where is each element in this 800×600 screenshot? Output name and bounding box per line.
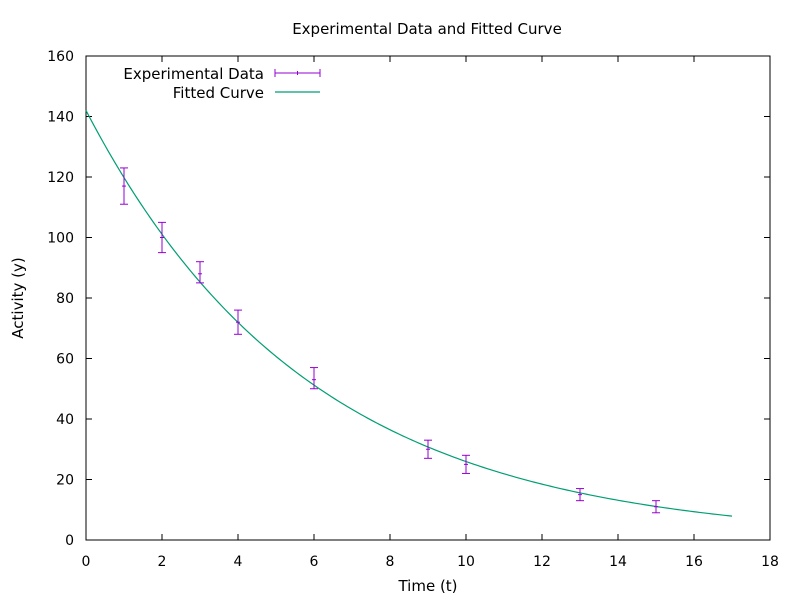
x-tick-label: 10 xyxy=(457,554,475,570)
x-tick-label: 4 xyxy=(234,554,243,570)
x-tick-label: 0 xyxy=(82,554,91,570)
data-point xyxy=(120,167,128,205)
x-tick-label: 18 xyxy=(761,554,779,570)
x-axis-ticks: 0 2 4 6 8 10 12 14 16 18 xyxy=(82,56,779,570)
x-tick-label: 12 xyxy=(533,554,551,570)
x-tick-label: 6 xyxy=(310,554,319,570)
y-axis-ticks: 0 20 40 60 80 100 120 140 160 xyxy=(47,49,770,549)
x-tick-label: 14 xyxy=(609,554,627,570)
plot-frame xyxy=(85,55,771,541)
legend-label-fitted-curve: Fitted Curve xyxy=(173,84,264,102)
data-point xyxy=(196,261,204,284)
data-point xyxy=(652,500,660,514)
data-point xyxy=(234,309,242,335)
y-tick-label: 120 xyxy=(47,170,74,186)
data-point xyxy=(158,221,166,254)
fitted-curve-line xyxy=(85,110,733,517)
x-tick-label: 16 xyxy=(685,554,703,570)
data-point xyxy=(310,367,318,390)
y-tick-label: 140 xyxy=(47,110,74,126)
y-tick-label: 160 xyxy=(47,49,74,65)
y-tick-label: 100 xyxy=(47,231,74,247)
y-tick-label: 60 xyxy=(56,352,74,368)
data-point xyxy=(576,488,584,502)
x-tick-label: 2 xyxy=(158,554,167,570)
data-point xyxy=(462,454,470,474)
x-axis-title: Time (t) xyxy=(397,577,457,595)
y-axis-title: Activity (y) xyxy=(9,257,27,338)
data-point xyxy=(424,439,432,459)
y-tick-label: 20 xyxy=(56,473,74,489)
x-tick-label: 8 xyxy=(386,554,395,570)
fitted-curve-layer xyxy=(85,110,733,517)
y-tick-label: 80 xyxy=(56,291,74,307)
experimental-data-layer xyxy=(120,167,660,514)
chart-title: Experimental Data and Fitted Curve xyxy=(292,20,562,38)
y-tick-label: 40 xyxy=(56,412,74,428)
y-tick-label: 0 xyxy=(65,533,74,549)
legend: Experimental Data Fitted Curve xyxy=(123,65,321,102)
legend-sample-experimental-data xyxy=(274,69,321,77)
legend-label-experimental-data: Experimental Data xyxy=(123,65,264,83)
